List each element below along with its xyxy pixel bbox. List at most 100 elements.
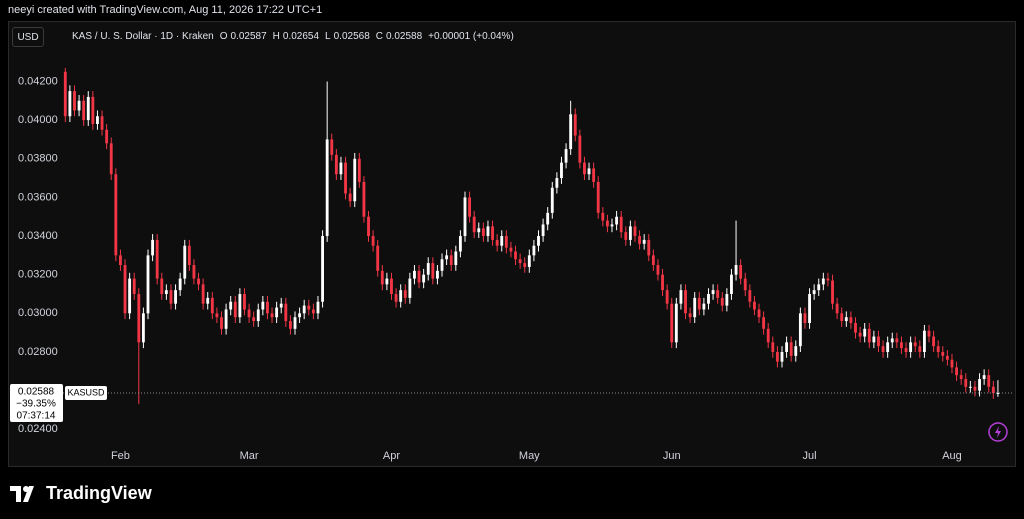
candle-body [486,226,490,237]
candle-body [560,162,563,179]
candle-body [711,290,715,295]
candle-body [279,303,283,308]
candle-body [656,265,660,275]
candle-body [91,96,95,124]
candle-body [408,278,412,298]
candle-body [243,294,246,310]
candle-body [367,216,370,237]
candle-body [288,321,292,329]
candle-body [716,290,720,298]
candle-body [569,114,573,150]
candle-body [601,212,605,221]
candle-body [385,278,389,285]
candle-body [302,305,306,314]
x-tick-label: May [519,450,540,462]
logo[interactable]: TradingView [10,483,152,504]
candle-body [449,255,453,266]
candle-body [679,290,683,304]
candle-body [587,168,591,175]
candle-body [968,386,972,388]
candle-body [146,255,150,314]
price-tag-price: 0.02588 [18,387,55,398]
candle-body [670,303,674,343]
candle-body [707,294,710,304]
y-tick-label: 0.03800 [18,153,58,165]
candle-body [734,265,738,275]
candle-body [867,328,871,343]
candle-body [771,342,775,352]
candle-body [119,255,122,266]
candle-body [187,245,191,266]
close-label: C [375,31,383,42]
candle-body [546,212,550,225]
candle-body [766,328,770,343]
candle-body [775,351,779,362]
candle-body [201,284,205,304]
candle-body [229,301,233,310]
x-tick-label: Jul [803,450,817,462]
candle-body [922,330,926,352]
candle-body [491,226,494,240]
candle-body [900,342,903,349]
candle-body [909,342,913,352]
candle-body [858,332,862,337]
candle-body [321,236,324,302]
y-tick-label: 0.03600 [18,191,58,203]
candle-body [298,313,302,318]
candle-body [844,317,848,322]
candle-body [904,348,908,352]
badge-circle [988,422,1008,442]
candle-body [720,297,724,306]
candle-body [344,162,347,194]
high-label: H [272,31,280,42]
candle-body [293,317,297,329]
candle-body [610,224,614,227]
candle-body [169,290,173,304]
candle-body [803,313,807,324]
candle-body [206,297,210,304]
candle-body [114,174,118,256]
candle-body [183,245,187,279]
candle-body [863,328,867,337]
price-tag-change: −39.35% [16,399,56,410]
alert-badge[interactable] [988,422,1008,442]
candle-body [918,346,922,352]
candle-body [638,236,641,244]
candle-body [380,270,384,285]
ohlc-legend: KAS / U. S. Dollar · 1D · Kraken O 0.0258… [72,31,514,42]
candle-body [316,301,320,314]
candle-body [592,168,596,182]
candle-body [105,129,109,144]
candle-body [307,305,311,310]
low-value: 0.02568 [333,31,370,42]
y-tick-label: 0.02800 [18,346,58,358]
currency-button[interactable]: USD [12,27,44,47]
symbol: KAS / U. S. Dollar · 1D · Kraken [72,31,214,42]
candle-body [945,355,949,360]
candle-body [886,342,890,352]
candle-body [445,255,449,260]
candle-body [270,313,274,318]
candle-body [86,96,90,121]
candle-body [261,301,265,310]
candle-body [353,158,357,202]
candle-body [665,290,669,304]
candle-body [849,317,853,324]
candle-body [950,359,954,368]
candle-body [247,309,251,318]
x-tick-label: Aug [942,450,962,462]
candle-body [927,330,931,337]
candle-body [757,309,761,318]
candle-body [812,290,816,295]
candle-body [578,135,582,163]
candle-body [151,239,155,256]
candle-body [959,375,963,380]
open-value: 0.02587 [230,31,267,42]
candle-body [748,290,752,302]
candle-body [220,317,223,329]
symbol-tag-box [65,385,107,400]
candle-body [628,226,632,240]
candle-body [854,323,857,333]
candle-body [348,193,352,202]
